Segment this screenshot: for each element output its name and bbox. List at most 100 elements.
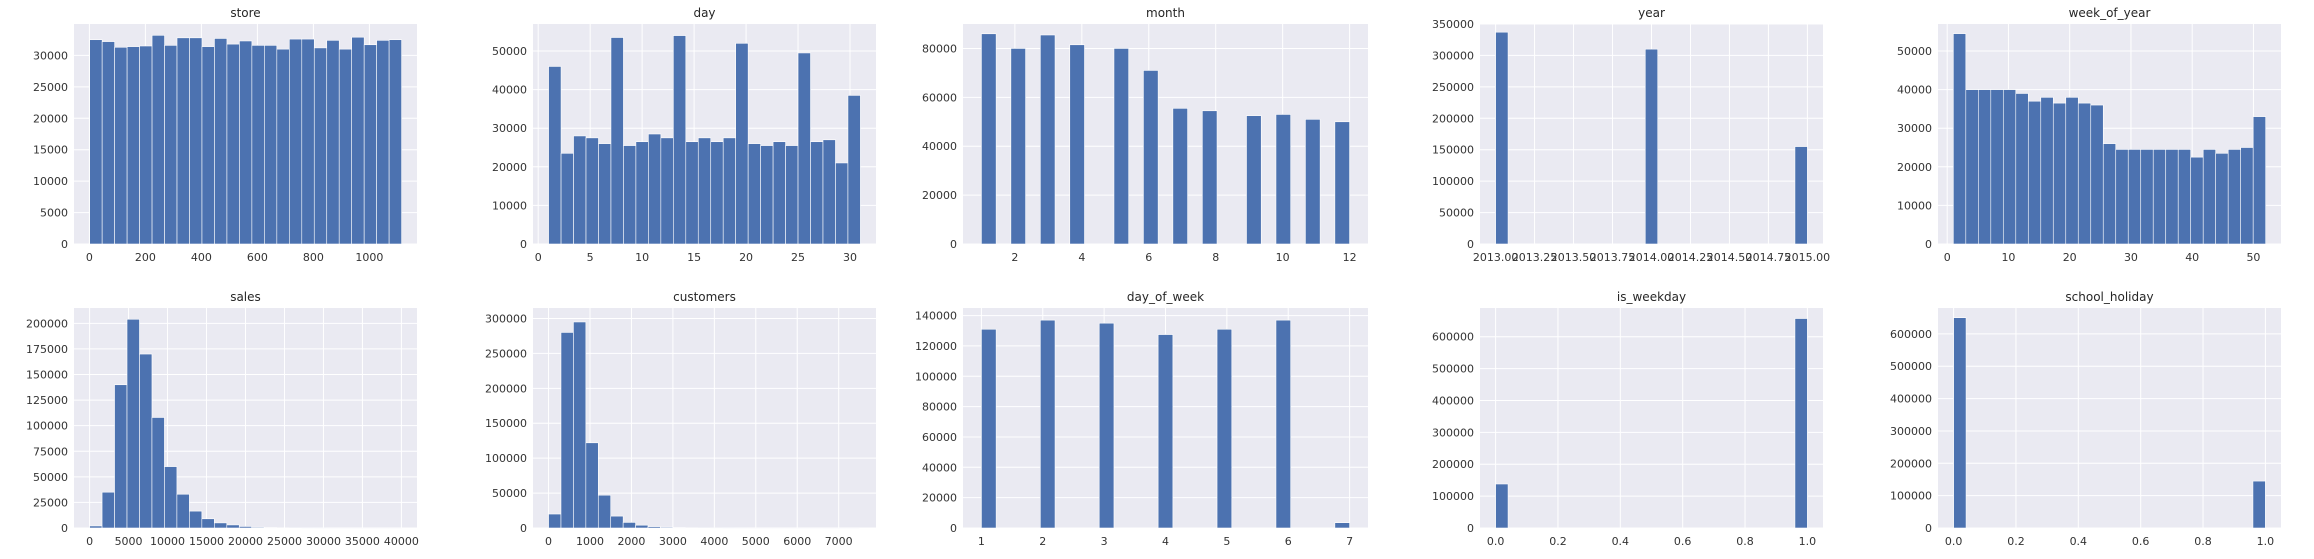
x-tick-label: 2013.00	[1473, 251, 1519, 264]
bar	[276, 527, 290, 529]
bar	[2102, 143, 2117, 245]
bar	[660, 137, 674, 245]
x-tick-label: 5	[1223, 535, 1230, 548]
y-tick-label: 100000	[485, 452, 527, 465]
bar	[151, 417, 165, 529]
bar	[660, 526, 674, 529]
bar	[326, 527, 340, 529]
bar	[151, 35, 165, 245]
y-tick-label: 40000	[922, 140, 957, 153]
bar	[114, 384, 128, 529]
y-tick-label: 120000	[915, 340, 957, 353]
x-tick-label: 0.2	[1549, 535, 1567, 548]
y-tick-label: 200000	[26, 317, 68, 330]
y-tick-label: 100000	[26, 420, 68, 433]
bar	[784, 527, 798, 529]
x-tick-label: 2000	[617, 535, 645, 548]
y-tick-label: 350000	[1432, 18, 1474, 31]
bar	[1495, 31, 1509, 245]
y-tick-label: 30000	[33, 49, 68, 62]
y-tick-label: 30000	[1897, 122, 1932, 135]
bar	[164, 466, 178, 529]
x-tick-label: 1	[978, 535, 985, 548]
histogram-day-of-week: 1 2 3 4 5 6 7 0 20000 40000 60000 80000 100000 120000…	[915, 290, 1368, 548]
x-tick-label: 0	[1944, 251, 1951, 264]
x-tick-label: 6	[1285, 535, 1292, 548]
chart-title: is_weekday	[1617, 290, 1686, 304]
x-tick-label: 35000	[345, 535, 380, 548]
histogram-school-holiday: 0.0 0.2 0.4 0.6 0.8 1.0 0 100000 200000 300000 400…	[1890, 290, 2281, 548]
histogram-store: 0 200 400 600 800 100005000100001500020000250…	[33, 6, 417, 264]
bar	[735, 42, 749, 245]
x-tick-label: 0	[535, 251, 542, 264]
bar	[710, 141, 724, 245]
bar	[585, 137, 599, 245]
bar	[810, 141, 824, 245]
y-tick-label: 25000	[33, 81, 68, 94]
bar	[2202, 149, 2217, 245]
bar	[251, 526, 265, 529]
bar	[760, 145, 774, 245]
chart-title: week_of_year	[2069, 6, 2151, 20]
histogram-month: 2 4 6 8 10 12 0 20000 40000 60000 80000 month	[922, 6, 1368, 264]
x-tick-label: 5	[587, 251, 594, 264]
y-tick-label: 150000	[1432, 144, 1474, 157]
bar	[834, 527, 848, 529]
bar	[560, 152, 574, 245]
bar	[1305, 119, 1321, 245]
bar	[376, 527, 390, 529]
bar	[1157, 334, 1174, 529]
bar	[289, 38, 303, 245]
bar	[1098, 322, 1115, 529]
y-tick-label: 0	[1467, 238, 1474, 251]
bar	[846, 527, 860, 529]
x-tick-label: 15	[687, 251, 701, 264]
x-tick-label: 3	[1101, 535, 1108, 548]
x-tick-label: 1000	[355, 251, 383, 264]
x-tick-label: 600	[247, 251, 268, 264]
bar	[1953, 33, 1967, 245]
y-tick-label: 250000	[485, 347, 527, 360]
bar	[747, 143, 761, 245]
bar	[797, 52, 811, 245]
bar	[2115, 149, 2129, 245]
bar	[560, 332, 574, 529]
bar	[201, 518, 215, 529]
y-tick-label: 0	[61, 238, 68, 251]
x-tick-label: 2	[1039, 535, 1046, 548]
bar	[238, 526, 253, 529]
bar	[635, 524, 649, 529]
y-tick-label: 10000	[492, 199, 527, 212]
bar	[1069, 44, 1085, 245]
bar	[2240, 147, 2254, 245]
bar	[263, 527, 277, 529]
bar	[835, 162, 849, 245]
plot-area	[1480, 308, 1823, 528]
bar	[388, 39, 402, 245]
bar	[2127, 149, 2142, 245]
bar	[2190, 156, 2204, 245]
x-tick-label: 8	[1212, 251, 1219, 264]
x-tick-label: 40	[2185, 251, 2199, 264]
plot-area	[1938, 308, 2281, 528]
bar	[89, 39, 103, 245]
bar	[139, 353, 153, 529]
chart-title: school_holiday	[2065, 290, 2153, 304]
bar	[2152, 149, 2167, 245]
bar	[1040, 319, 1056, 529]
x-tick-label: 2013.75	[1590, 251, 1636, 264]
bar	[1040, 34, 1056, 245]
x-tick-label: 800	[303, 251, 324, 264]
y-tick-label: 10000	[33, 175, 68, 188]
bar	[1216, 328, 1233, 529]
chart-title: day_of_week	[1127, 290, 1204, 304]
bar	[548, 66, 562, 245]
x-tick-label: 7000	[825, 535, 853, 548]
y-tick-label: 250000	[1432, 81, 1474, 94]
y-tick-label: 25000	[33, 496, 68, 509]
y-tick-label: 60000	[922, 91, 957, 104]
bar	[822, 139, 836, 245]
bar	[2165, 149, 2179, 245]
x-tick-label: 10000	[150, 535, 185, 548]
y-tick-label: 20000	[33, 112, 68, 125]
